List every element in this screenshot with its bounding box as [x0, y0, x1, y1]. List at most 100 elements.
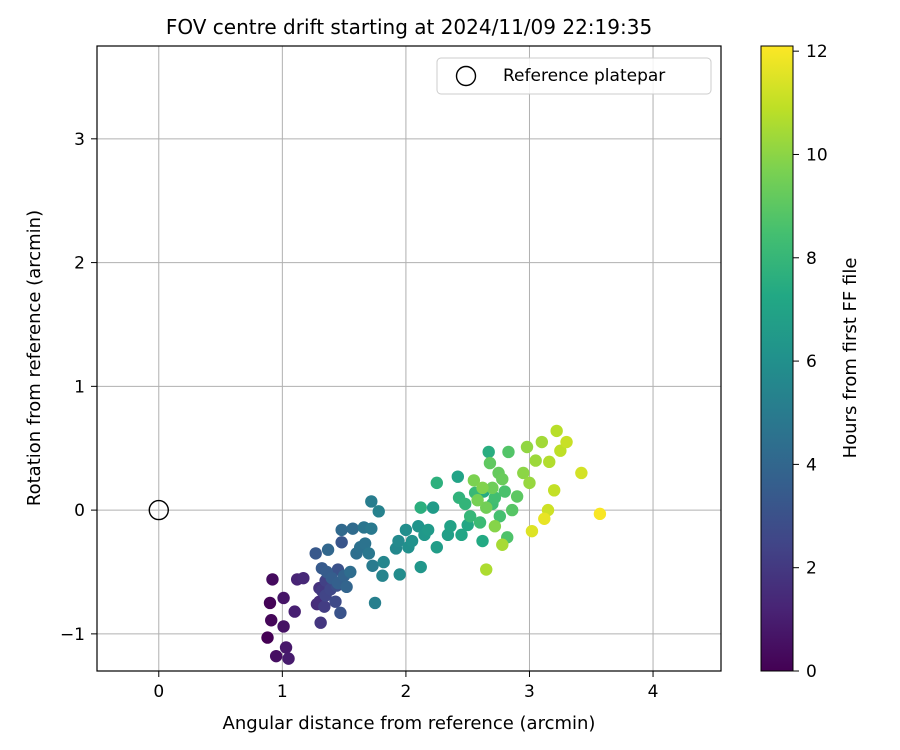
- legend: Reference platepar: [436, 57, 712, 95]
- data-point: [399, 523, 413, 537]
- legend-reference-marker: [455, 65, 477, 87]
- data-point: [314, 616, 327, 629]
- data-point: [421, 523, 435, 537]
- data-point: [282, 652, 295, 665]
- data-point: [263, 596, 277, 610]
- x-axis-ticks: 0 1 2 3 4: [153, 671, 658, 702]
- data-point: [269, 649, 283, 663]
- x-axis-label: Angular distance from reference (arcmin): [223, 713, 596, 734]
- y-axis-ticks: −1 0 1 2 3: [60, 130, 97, 645]
- colorbar-tick-label: 2: [806, 559, 817, 579]
- data-point: [393, 568, 406, 581]
- data-point: [392, 534, 405, 548]
- data-point: [476, 481, 489, 495]
- data-point: [538, 512, 551, 525]
- legend-box: [436, 57, 712, 95]
- chart-title: FOV centre drift starting at 2024/11/09 …: [166, 15, 652, 39]
- x-tick-label: 1: [277, 682, 288, 702]
- data-point: [529, 454, 542, 467]
- colorbar-ticks: 0 2 4 6 8 10 12: [793, 42, 828, 682]
- data-point: [288, 605, 301, 618]
- colorbar-tick-label: 12: [806, 42, 828, 62]
- data-point: [344, 565, 357, 579]
- data-point: [476, 534, 489, 548]
- data-point: [372, 505, 385, 518]
- data-point: [517, 466, 530, 480]
- data-point: [525, 524, 539, 538]
- data-point: [471, 494, 484, 507]
- data-point: [277, 591, 290, 605]
- plot-frame: [96, 45, 722, 672]
- data-point: [321, 543, 335, 556]
- data-point: [335, 536, 348, 549]
- data-point: [498, 485, 511, 498]
- data-point: [502, 445, 515, 459]
- data-point: [486, 481, 499, 495]
- reference-marker-group: [148, 499, 169, 521]
- data-point: [377, 555, 390, 569]
- data-point: [473, 516, 487, 529]
- data-point: [358, 537, 372, 550]
- colorbar-tick-label: 4: [806, 455, 817, 475]
- data-point: [482, 445, 495, 459]
- data-point: [335, 523, 348, 537]
- y-tick-label: 2: [74, 254, 85, 274]
- data-point: [309, 547, 322, 560]
- x-tick-label: 2: [400, 682, 411, 702]
- data-point: [346, 522, 359, 535]
- data-point: [412, 519, 425, 533]
- reference-platepar-marker: [148, 499, 169, 521]
- data-point: [459, 497, 472, 511]
- x-tick-label: 4: [648, 682, 659, 702]
- data-point: [365, 495, 378, 508]
- colorbar-tick-label: 6: [806, 352, 817, 372]
- data-point: [376, 569, 389, 582]
- y-tick-label: −1: [60, 625, 85, 645]
- data-point: [365, 522, 378, 535]
- y-tick-label: 0: [74, 501, 85, 521]
- data-point: [426, 501, 440, 514]
- data-point: [547, 484, 561, 497]
- colorbar-tick-label: 0: [806, 662, 817, 682]
- data-point: [480, 501, 493, 514]
- data-point: [463, 510, 477, 523]
- x-tick-label: 0: [153, 682, 164, 702]
- colorbar: 0 2 4 6 8 10 12 Hours from first FF file: [760, 42, 861, 682]
- data-points: [261, 424, 607, 665]
- colorbar-tick-label: 10: [806, 145, 828, 165]
- data-point: [493, 510, 507, 523]
- data-point: [297, 571, 310, 585]
- x-tick-label: 3: [524, 682, 535, 702]
- data-point: [523, 476, 536, 490]
- grid-lines: [97, 46, 721, 671]
- data-point: [430, 476, 444, 490]
- data-point: [554, 444, 567, 457]
- data-point: [366, 559, 379, 573]
- data-point: [318, 600, 331, 613]
- data-point: [467, 474, 481, 487]
- data-point: [488, 491, 502, 504]
- data-point: [496, 538, 509, 551]
- y-tick-label: 1: [74, 377, 85, 397]
- data-point: [535, 435, 549, 449]
- data-point: [451, 470, 465, 483]
- data-point: [430, 541, 444, 554]
- colorbar-gradient: [760, 45, 794, 672]
- data-point: [444, 519, 457, 533]
- data-point: [279, 641, 293, 654]
- data-point: [362, 547, 376, 560]
- data-point: [266, 573, 279, 586]
- data-point: [575, 466, 588, 480]
- data-point: [510, 490, 524, 503]
- data-point: [520, 440, 534, 454]
- data-point: [368, 596, 382, 610]
- data-point: [261, 631, 274, 644]
- data-point: [483, 456, 497, 470]
- legend-label: Reference platepar: [503, 66, 665, 86]
- data-point: [496, 472, 509, 486]
- data-point: [405, 534, 419, 548]
- data-point: [488, 519, 502, 533]
- data-point: [593, 507, 607, 521]
- y-tick-label: 3: [74, 130, 85, 150]
